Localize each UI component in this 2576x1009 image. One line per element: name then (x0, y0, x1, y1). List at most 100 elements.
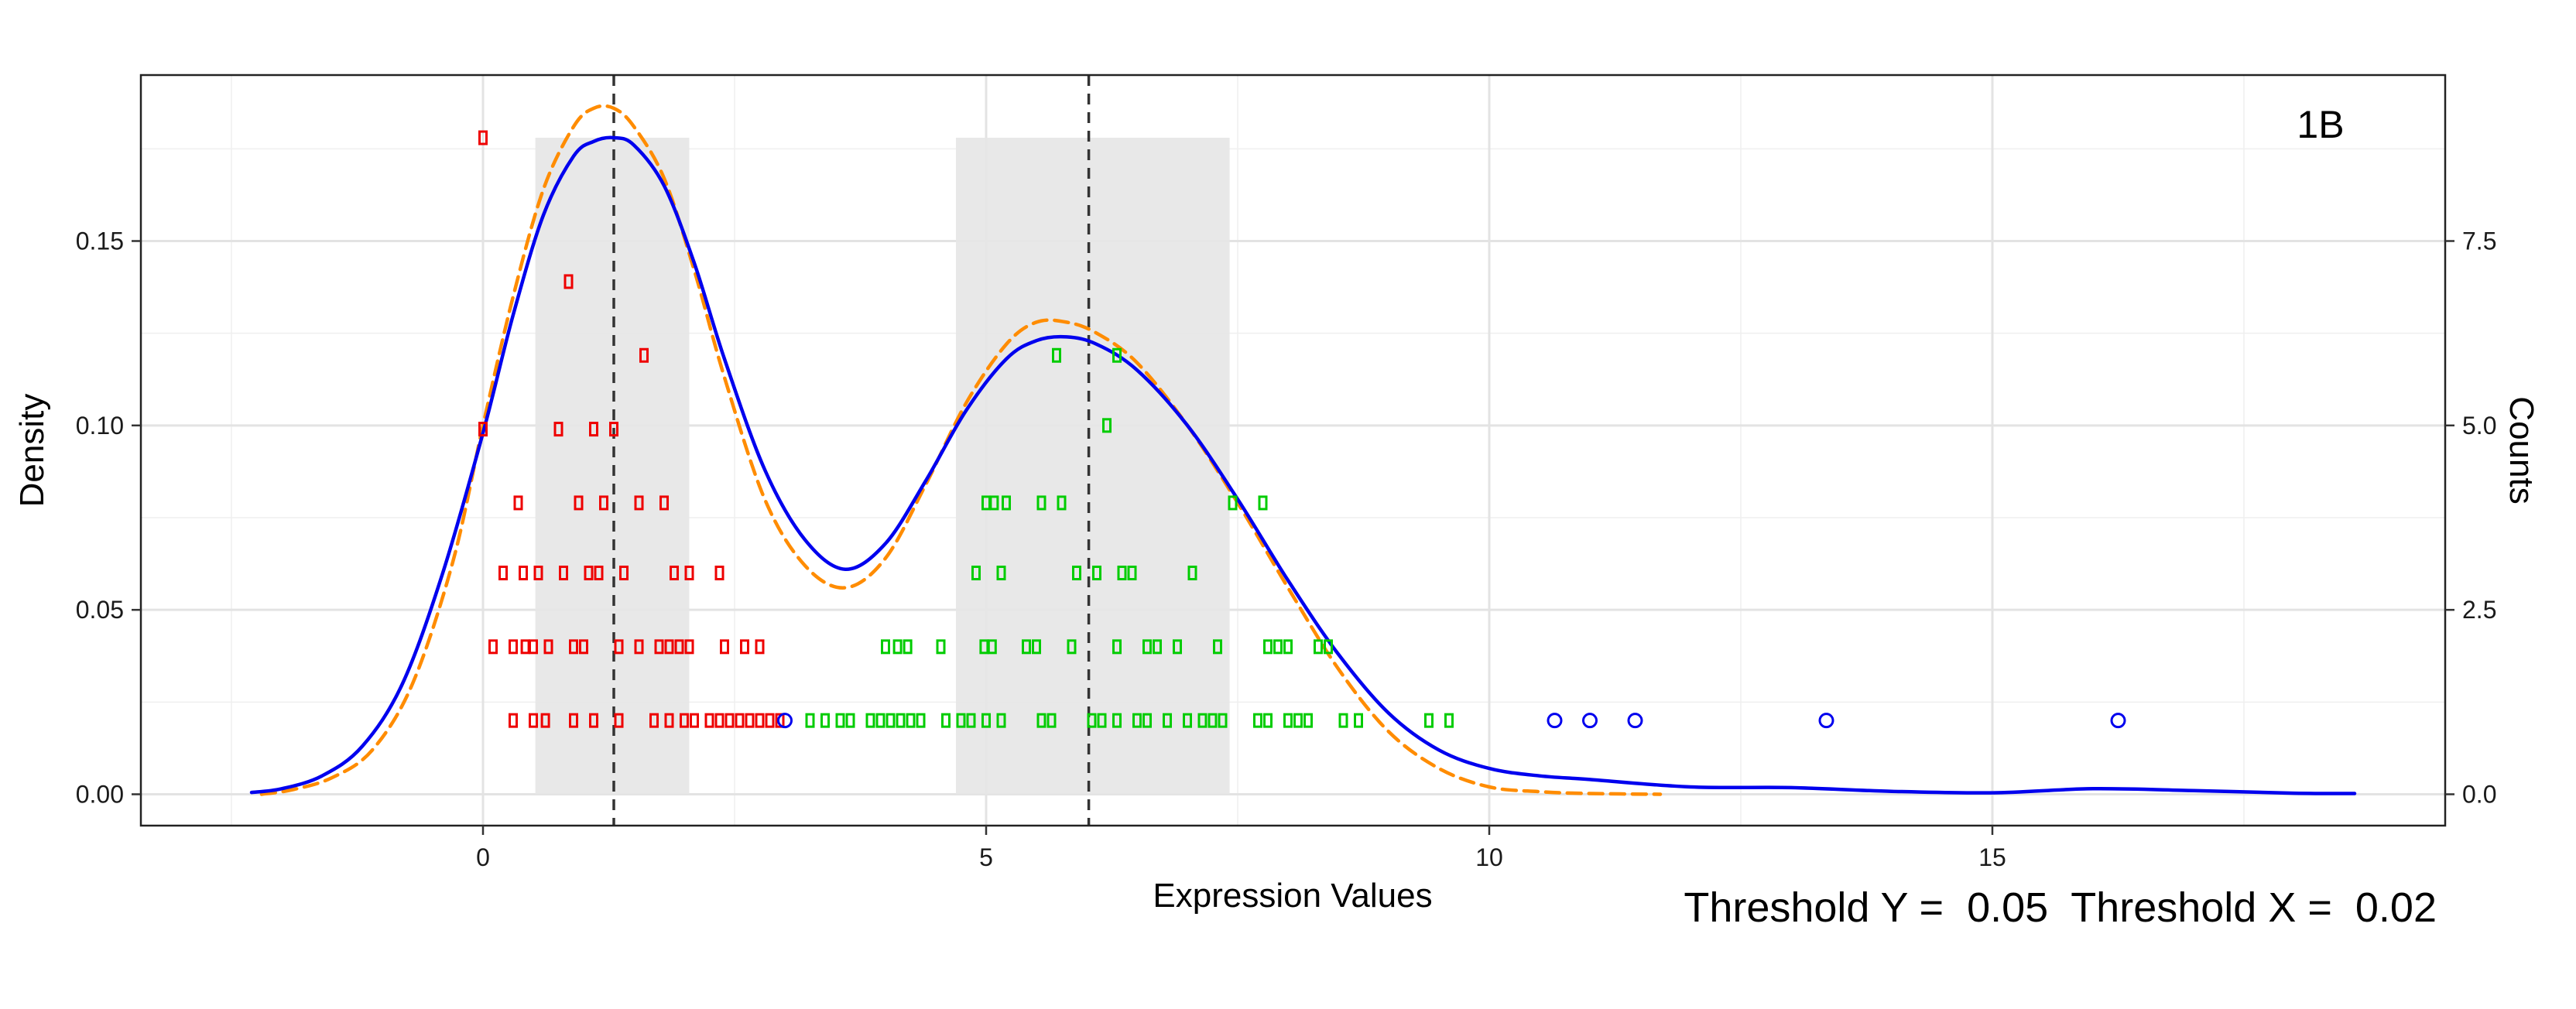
low-group-point (488, 639, 498, 655)
low-group-point (599, 495, 608, 511)
high-group-point (1338, 713, 1348, 728)
x-tick-label: 15 (1978, 843, 2006, 871)
high-group-point (1263, 639, 1273, 655)
high-group-point (1067, 639, 1077, 655)
low-group-point (569, 639, 578, 655)
x-tick-label: 5 (979, 843, 993, 871)
low-group-point (478, 130, 488, 145)
low-group-point (745, 713, 755, 728)
x-axis: 0 5 10 15 (476, 826, 2006, 871)
high-group-point (1283, 639, 1293, 655)
grid-minor-lines (141, 75, 2445, 826)
y-tick-label: 0.05 (76, 596, 124, 624)
outlier-point (2110, 713, 2126, 729)
outlier-point (1818, 713, 1834, 729)
low-group-point (614, 713, 624, 728)
y-tick-label: 0.10 (76, 412, 124, 440)
low-group-point (704, 713, 714, 728)
shaded-region (535, 138, 690, 795)
plot-border (139, 74, 2447, 827)
low-group-point (559, 565, 568, 580)
high-group-point (906, 713, 916, 728)
data-points (478, 130, 2126, 729)
low-group-point (564, 274, 574, 289)
y-axis-left: 0.00 0.05 0.10 0.15 (76, 227, 141, 808)
low-group-point (529, 639, 538, 655)
high-group-point (1142, 639, 1152, 655)
high-group-point (1228, 495, 1238, 511)
low-group-point (589, 422, 598, 437)
low-group-point (529, 713, 538, 728)
low-group-point (533, 565, 543, 580)
high-group-point (971, 565, 981, 580)
high-group-point (1002, 495, 1011, 511)
low-group-point (690, 713, 699, 728)
low-group-point (553, 422, 564, 437)
low-group-point (594, 565, 604, 580)
x-tick-label: 0 (476, 843, 490, 871)
high-group-point (1293, 713, 1303, 728)
low-group-point (513, 495, 523, 511)
high-group-point (1218, 713, 1228, 728)
high-group-point (1022, 639, 1031, 655)
high-group-point (1303, 713, 1313, 728)
high-group-point (1087, 713, 1097, 728)
low-group-point (740, 639, 749, 655)
low-group-point (720, 639, 729, 655)
high-group-point (956, 713, 966, 728)
low-group-point (755, 713, 765, 728)
high-group-point (865, 713, 875, 728)
high-group-point (886, 713, 896, 728)
high-group-point (805, 713, 815, 728)
high-group-point (896, 713, 906, 728)
high-group-point (941, 713, 951, 728)
x-tick-label: 10 (1475, 843, 1503, 871)
low-group-point (670, 565, 679, 580)
high-group-point (1444, 713, 1454, 728)
y2-tick-label: 2.5 (2462, 596, 2496, 624)
outlier-point (1627, 713, 1643, 729)
shaded-region (956, 138, 1230, 795)
low-group-point (735, 713, 745, 728)
high-group-point (1263, 713, 1273, 728)
low-group-point (634, 639, 644, 655)
low-group-point (478, 422, 488, 437)
high-group-point (1424, 713, 1434, 728)
y-tick-label: 0.15 (76, 227, 124, 255)
high-group-point (875, 713, 886, 728)
high-group-point (1173, 639, 1182, 655)
low-group-point (509, 639, 518, 655)
low-group-point (579, 639, 588, 655)
low-group-point (569, 713, 578, 728)
high-group-point (1213, 639, 1222, 655)
low-group-point (680, 713, 689, 728)
high-group-point (1208, 713, 1218, 728)
vertical-reference-lines (612, 75, 1091, 826)
high-group-point (1052, 347, 1061, 363)
high-group-point (987, 639, 997, 655)
high-group-point (845, 713, 855, 728)
high-group-point (835, 713, 845, 728)
low-group-point (659, 495, 669, 511)
low-group-point (609, 422, 618, 437)
high-group-point (1057, 495, 1067, 511)
high-group-point (996, 565, 1006, 580)
low-group-point (619, 565, 629, 580)
high-group-point (936, 639, 946, 655)
low-group-point (519, 565, 528, 580)
high-group-point (966, 713, 976, 728)
high-group-point (1132, 713, 1142, 728)
high-group-point (1102, 418, 1112, 433)
low-group-point (765, 713, 775, 728)
high-group-point (1197, 713, 1208, 728)
high-group-point (1183, 713, 1192, 728)
high-group-point (1258, 495, 1268, 511)
low-group-point (634, 495, 644, 511)
high-group-point (1112, 713, 1122, 728)
shaded-regions (535, 138, 1230, 795)
low-group-point (509, 713, 518, 728)
y2-tick-label: 0.0 (2462, 780, 2496, 808)
low-group-point (714, 565, 724, 580)
low-group-point (589, 713, 598, 728)
low-group-point (654, 639, 664, 655)
